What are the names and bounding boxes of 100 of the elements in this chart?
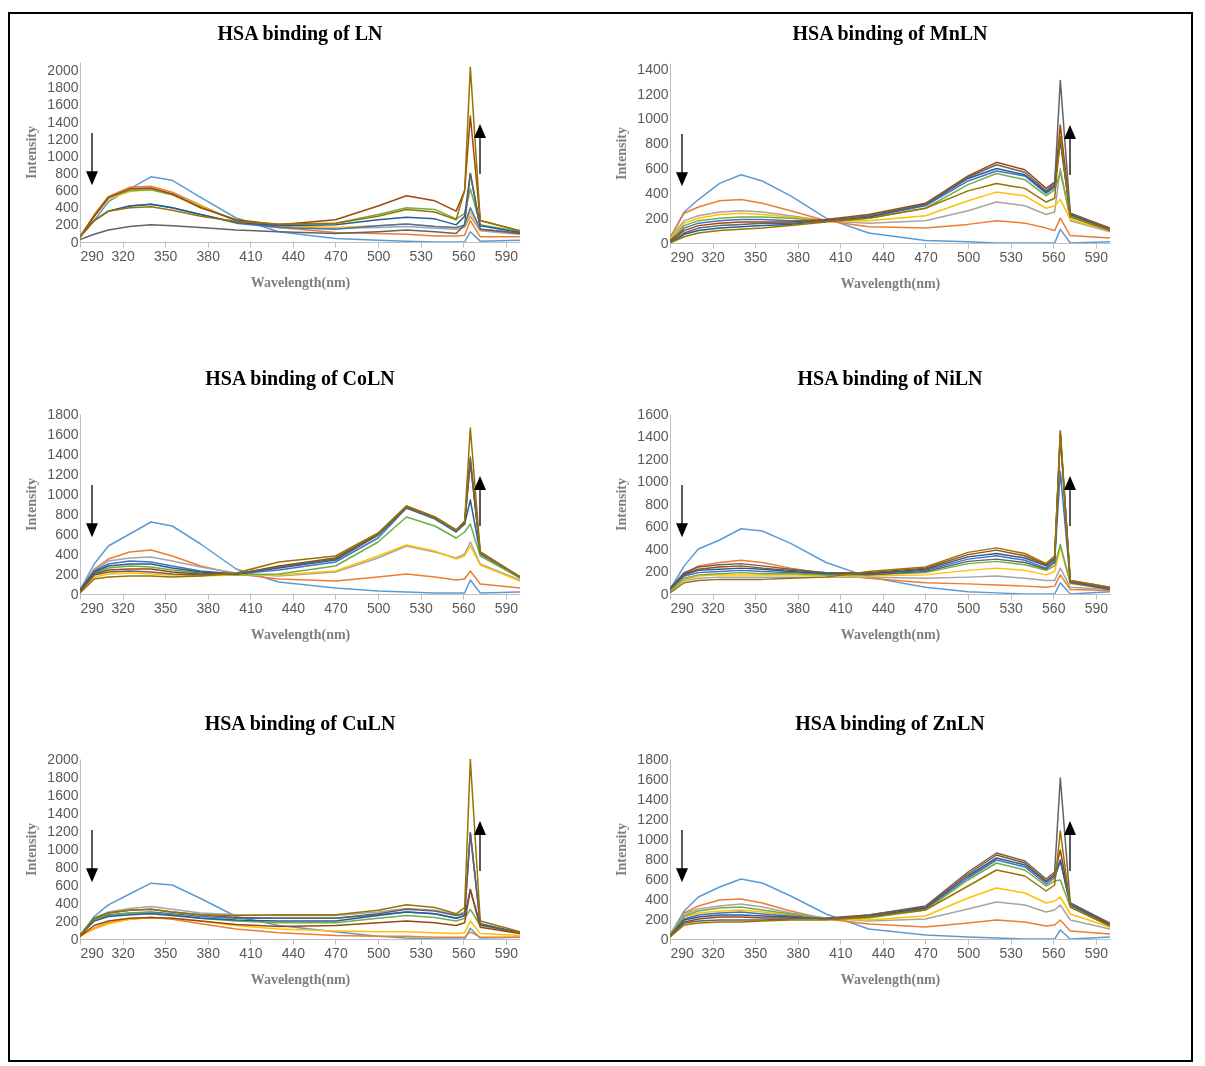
x-tick-label: 380 <box>786 944 811 961</box>
x-tick-label: 410 <box>239 247 263 264</box>
y-tick-label: 0 <box>70 930 79 947</box>
y-tick-label: 600 <box>645 160 669 177</box>
y-tick-label: 1600 <box>637 405 669 422</box>
x-tick-label: 590 <box>1084 248 1109 265</box>
x-axis-title: Wavelength(nm) <box>250 626 351 643</box>
x-tick-label: 350 <box>743 248 768 265</box>
y-tick-label: 1800 <box>47 768 79 785</box>
x-tick-label: 560 <box>1042 248 1066 265</box>
x-tick-label: 470 <box>914 248 938 265</box>
x-tick-label: 320 <box>701 248 725 265</box>
x-tick-label: 380 <box>786 599 811 616</box>
x-tick-label: 350 <box>743 944 768 961</box>
x-tick-label: 290 <box>670 248 695 265</box>
x-tick-label: 410 <box>829 248 853 265</box>
y-tick-label: 1000 <box>47 840 79 857</box>
y-tick-label: 400 <box>645 540 669 557</box>
x-tick-label: 290 <box>670 944 695 961</box>
y-tick-label: 400 <box>55 894 79 911</box>
y-tick-label: 0 <box>70 585 79 602</box>
y-tick-label: 0 <box>70 233 79 250</box>
y-tick-label: 1400 <box>637 428 669 444</box>
x-tick-label: 500 <box>366 944 391 961</box>
x-tick-label: 380 <box>196 247 221 264</box>
y-tick-label: 1000 <box>637 830 669 847</box>
x-tick-label: 500 <box>956 248 981 265</box>
x-tick-label: 350 <box>153 599 178 616</box>
y-tick-label: 200 <box>55 912 79 929</box>
y-tick-label: 1800 <box>47 405 79 422</box>
x-tick-label: 350 <box>743 599 768 616</box>
x-tick-label: 530 <box>409 944 434 961</box>
chart-title: HSA binding of MnLN <box>792 22 989 46</box>
y-tick-label: 400 <box>55 199 79 216</box>
x-tick-label: 470 <box>324 599 348 616</box>
x-tick-label: 530 <box>409 247 434 264</box>
y-tick-label: 1200 <box>637 450 669 467</box>
y-tick-label: 800 <box>55 505 79 522</box>
x-tick-label: 470 <box>914 599 938 616</box>
x-tick-label: 470 <box>914 944 938 961</box>
chart-title: HSA binding of CuLN <box>204 712 396 735</box>
y-tick-label: 800 <box>645 495 669 512</box>
y-tick-label: 800 <box>645 135 669 152</box>
y-tick-label: 1400 <box>47 113 79 130</box>
y-tick-label: 1400 <box>637 60 669 77</box>
x-tick-label: 560 <box>452 599 476 616</box>
y-tick-label: 600 <box>55 182 79 199</box>
y-tick-label: 1200 <box>47 130 79 147</box>
x-tick-label: 410 <box>829 599 853 616</box>
y-tick-label: 1400 <box>47 445 79 462</box>
x-tick-label: 560 <box>452 247 476 264</box>
y-tick-label: 800 <box>645 850 669 867</box>
y-tick-label: 1400 <box>637 790 669 807</box>
y-tick-label: 400 <box>645 184 669 201</box>
x-tick-label: 380 <box>786 248 811 265</box>
x-tick-label: 440 <box>281 599 306 616</box>
y-tick-label: 600 <box>645 870 669 887</box>
x-tick-label: 410 <box>239 944 263 961</box>
y-tick-label: 200 <box>645 563 669 579</box>
y-tick-label: 1000 <box>637 473 669 489</box>
x-tick-label: 440 <box>871 944 896 961</box>
x-tick-label: 500 <box>956 599 981 616</box>
y-tick-label: 200 <box>645 910 669 927</box>
x-tick-label: 470 <box>324 944 348 961</box>
y-tick-label: 600 <box>55 876 79 893</box>
x-tick-label: 560 <box>1042 599 1066 616</box>
x-tick-label: 290 <box>670 599 695 616</box>
y-tick-label: 1800 <box>637 750 669 767</box>
x-tick-label: 440 <box>281 247 306 264</box>
x-tick-label: 500 <box>956 944 981 961</box>
y-tick-label: 200 <box>55 216 79 233</box>
chart-title: HSA binding of NiLN <box>797 367 984 390</box>
chart-title: HSA binding of CoLN <box>205 367 396 390</box>
x-tick-label: 320 <box>701 944 725 961</box>
y-tick-label: 1600 <box>47 786 79 803</box>
x-tick-label: 440 <box>871 599 896 616</box>
x-tick-label: 290 <box>80 599 105 616</box>
y-tick-label: 400 <box>645 890 669 907</box>
x-tick-label: 290 <box>80 247 105 264</box>
y-tick-label: 1000 <box>637 110 669 127</box>
chart-title: HSA binding of LN <box>217 22 384 45</box>
y-tick-label: 1600 <box>47 425 79 442</box>
x-tick-label: 590 <box>1084 599 1109 616</box>
y-axis-title: Intensity <box>24 478 40 531</box>
x-tick-label: 560 <box>1042 944 1066 961</box>
x-tick-label: 320 <box>701 599 725 616</box>
x-tick-label: 530 <box>999 599 1024 616</box>
x-tick-label: 530 <box>999 248 1024 265</box>
y-tick-label: 0 <box>660 930 669 947</box>
x-tick-label: 320 <box>111 247 135 264</box>
x-tick-label: 530 <box>999 944 1024 961</box>
y-axis-title: Intensity <box>24 823 40 876</box>
x-axis-title: Wavelength(nm) <box>250 274 351 291</box>
x-tick-label: 590 <box>1084 944 1109 961</box>
x-tick-label: 560 <box>452 944 476 961</box>
x-tick-label: 500 <box>366 599 391 616</box>
x-tick-label: 590 <box>494 599 519 616</box>
y-tick-label: 800 <box>55 164 79 181</box>
y-tick-label: 1200 <box>637 810 669 827</box>
y-tick-label: 1600 <box>47 96 79 113</box>
